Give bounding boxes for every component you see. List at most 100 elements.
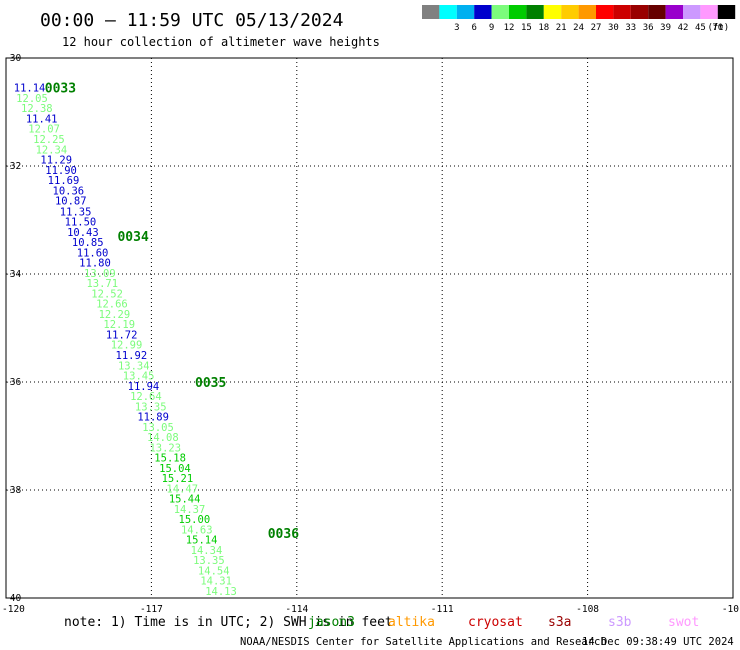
swh-point: 14.47	[166, 483, 198, 495]
chart-title: 00:00 – 11:59 UTC 05/13/2024	[40, 10, 343, 31]
legend-swatch	[630, 5, 649, 19]
x-tick-label: -120	[2, 604, 25, 615]
x-axis-ticks: -120 -117 -114 -111 -108 -10	[2, 604, 739, 615]
legend-label: 27	[591, 23, 602, 33]
legend-swatch	[439, 5, 457, 19]
swh-point: 12.66	[96, 299, 128, 311]
swh-point: 12.29	[99, 309, 131, 321]
swh-point: 15.18	[154, 453, 186, 465]
legend-swatch	[648, 5, 666, 19]
x-tick-label: -10	[722, 604, 739, 615]
legend-swatch	[526, 5, 544, 19]
x-tick-label: -111	[431, 604, 454, 615]
swh-point: 11.94	[128, 381, 160, 393]
x-tick-label: -108	[576, 604, 599, 615]
x-tick-label: -117	[140, 604, 163, 615]
swh-point: 13.71	[86, 278, 118, 290]
note-line: note: 1) Time is in UTC; 2) SWH is in fe…	[64, 615, 699, 630]
legend-label: 15	[521, 23, 532, 33]
plot-frame	[5, 57, 734, 599]
legend-label: 45	[695, 23, 706, 33]
footer-timestamp: 14 Dec 09:38:49 UTC 2024	[582, 636, 734, 648]
legend-swatch	[456, 5, 475, 19]
y-tick-label: -30	[4, 53, 21, 64]
legend-label: 36	[643, 23, 654, 33]
swh-point: 15.14	[186, 535, 218, 547]
swh-point: 11.80	[79, 258, 111, 270]
swh-point: 13.23	[149, 442, 181, 454]
legend-swatch	[422, 5, 440, 19]
y-tick-label: -32	[4, 161, 21, 172]
swh-point: 13.45	[123, 371, 155, 383]
swh-point: 11.72	[106, 329, 138, 341]
swh-point: 15.00	[179, 514, 211, 526]
mission-s3b: s3b	[608, 615, 632, 630]
swh-point: 10.36	[53, 185, 85, 197]
legend-swatch	[491, 5, 509, 19]
swh-point: 11.69	[48, 175, 80, 187]
mission-s3a: s3a	[548, 615, 571, 630]
legend-label: 30	[608, 23, 619, 33]
y-tick-label: -40	[4, 593, 21, 604]
note-text: note: 1) Time is in UTC; 2) SWH is in fe…	[64, 615, 393, 630]
swh-point: 14.08	[147, 432, 179, 444]
legend-label: 6	[471, 23, 476, 33]
y-axis-ticks: -30 -32 -34 -36 -38 -40	[4, 53, 21, 604]
legend-label: 18	[538, 23, 549, 33]
swh-point: 14.37	[174, 504, 206, 516]
data-points: 11.1412.0512.3811.4112.0712.2512.3411.29…	[14, 83, 237, 598]
y-tick-label: -38	[4, 485, 21, 496]
swh-point: 11.92	[116, 350, 148, 362]
swh-point: 11.35	[60, 206, 92, 218]
legend-swatch	[717, 5, 736, 19]
swh-point: 10.85	[72, 237, 104, 249]
footer-credit: NOAA/NESDIS Center for Satellite Applica…	[240, 636, 607, 648]
legend-swatch	[509, 5, 527, 19]
swh-point: 13.35	[135, 401, 167, 413]
swh-point: 10.43	[67, 227, 99, 239]
legend-unit: (ft)	[708, 23, 730, 33]
legend-swatch	[596, 5, 614, 19]
swh-point: 12.38	[21, 103, 53, 115]
legend-swatch	[543, 5, 562, 19]
legend-swatch	[613, 5, 631, 19]
legend-swatch	[665, 5, 683, 19]
legend-label: 9	[489, 23, 494, 33]
x-tick-label: -114	[285, 604, 308, 615]
swh-point: 11.89	[137, 412, 169, 424]
pass-labels: 0033 0034 0035 0036	[45, 82, 299, 543]
legend-swatch	[683, 5, 701, 19]
pass-label: 0035	[195, 376, 226, 391]
swh-point: 14.63	[181, 524, 213, 536]
mission-jason3: jason3	[308, 615, 355, 630]
swh-point: 11.90	[45, 165, 77, 177]
legend-label: 21	[556, 23, 567, 33]
swh-point: 12.05	[16, 93, 48, 105]
legend-label: 33	[625, 23, 636, 33]
pass-label: 0036	[268, 527, 299, 542]
legend-label: 24	[573, 23, 584, 33]
swh-point: 11.60	[77, 247, 109, 259]
swh-point: 11.14	[14, 83, 46, 95]
legend-label: 39	[660, 23, 671, 33]
legend-label: 3	[454, 23, 459, 33]
swh-point: 10.87	[55, 196, 87, 208]
legend-swatch	[561, 5, 579, 19]
mission-cryosat: cryosat	[468, 615, 523, 630]
swh-point: 15.21	[162, 473, 194, 485]
y-tick-label: -34	[4, 269, 21, 280]
legend-swatch	[474, 5, 492, 19]
swh-point: 11.50	[65, 217, 97, 229]
swh-point: 13.05	[142, 422, 174, 434]
swh-point: 12.64	[130, 391, 162, 403]
swh-point: 14.54	[198, 565, 230, 577]
swh-point: 15.04	[159, 463, 191, 475]
y-tick-label: -36	[4, 377, 21, 388]
legend-label: 42	[678, 23, 689, 33]
swh-point: 13.34	[118, 360, 150, 372]
legend-label: 12	[504, 23, 515, 33]
pass-label: 0033	[45, 82, 76, 97]
mission-swot: swot	[668, 615, 699, 630]
